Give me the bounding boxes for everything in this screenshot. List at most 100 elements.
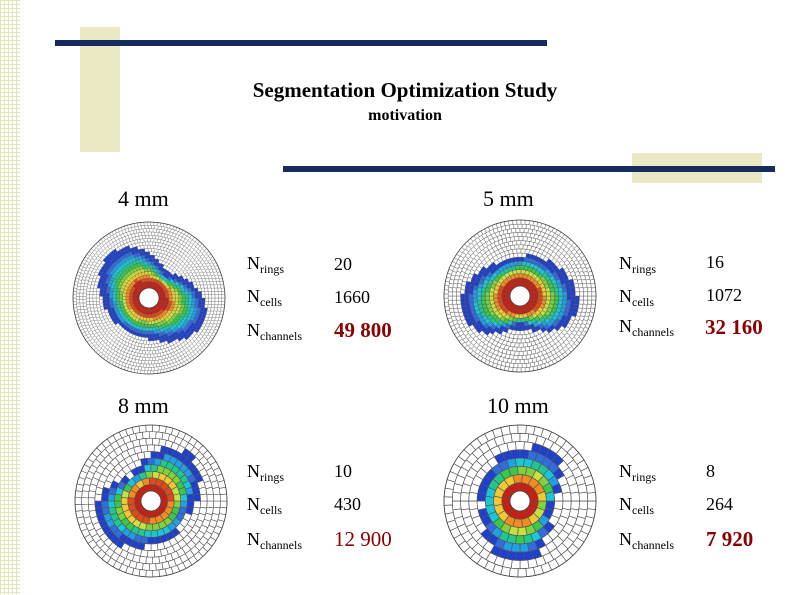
disc-cell bbox=[147, 536, 155, 545]
disc-cell bbox=[522, 350, 528, 356]
disc-cell bbox=[149, 228, 154, 233]
disc-cell bbox=[587, 287, 592, 293]
disc-cell bbox=[148, 241, 153, 246]
disc-cell bbox=[554, 291, 560, 297]
disc-cell bbox=[558, 295, 564, 301]
disc-cell bbox=[541, 291, 547, 297]
disc-cell bbox=[181, 294, 186, 299]
disc-cell bbox=[497, 293, 503, 299]
disc-cell bbox=[517, 326, 523, 331]
disc-cell bbox=[211, 291, 216, 295]
disc-cell bbox=[151, 225, 156, 229]
disc-cell bbox=[99, 292, 104, 297]
disc-cell bbox=[519, 559, 530, 570]
disc-cell bbox=[513, 363, 519, 369]
disc-cell bbox=[452, 295, 457, 301]
disc-cell bbox=[151, 248, 156, 253]
disc-cell bbox=[513, 354, 519, 360]
disc-cell bbox=[145, 569, 154, 578]
disc-cell bbox=[144, 225, 149, 229]
disc-cell bbox=[525, 567, 536, 578]
disc-cell bbox=[194, 301, 199, 305]
disc-cell bbox=[214, 291, 219, 295]
disc-cell bbox=[141, 225, 146, 230]
disc-cell bbox=[204, 301, 209, 305]
disc-cell bbox=[145, 556, 154, 565]
disc-cell bbox=[516, 248, 522, 254]
disc-cell bbox=[553, 491, 564, 502]
value-channels-5mm: 32 160 bbox=[705, 315, 763, 339]
disc-cell bbox=[147, 271, 152, 276]
disc-cell bbox=[145, 241, 150, 246]
disc-cell bbox=[199, 500, 208, 509]
disc-cell bbox=[591, 295, 597, 301]
disc-cell bbox=[128, 296, 133, 300]
disc-cell bbox=[522, 236, 528, 242]
label-n-cells: Ncells bbox=[619, 494, 654, 517]
disc-cell bbox=[102, 296, 107, 300]
disc-cell bbox=[152, 241, 156, 246]
disc-cell bbox=[451, 500, 462, 511]
disc-cell bbox=[578, 500, 589, 511]
disc-cell bbox=[148, 360, 152, 365]
disc-cell bbox=[480, 295, 486, 301]
disc-cell bbox=[456, 295, 461, 301]
disc-cell bbox=[452, 287, 458, 293]
disc-cell bbox=[468, 289, 474, 295]
disc-cell bbox=[86, 297, 90, 302]
disc-cell bbox=[591, 291, 597, 297]
disc-cell bbox=[147, 268, 151, 272]
disc-cell bbox=[147, 354, 151, 358]
disc-cell bbox=[521, 223, 527, 229]
disc-cell bbox=[147, 248, 152, 252]
disc-cell bbox=[537, 291, 543, 297]
disc-cell bbox=[518, 244, 524, 250]
disc-cell bbox=[520, 338, 526, 344]
disc-cell bbox=[208, 294, 212, 299]
disc-cell bbox=[208, 297, 212, 302]
disc-cell bbox=[142, 356, 146, 361]
disc-cell bbox=[92, 291, 97, 295]
disc-cell bbox=[520, 346, 526, 352]
disc-cell bbox=[145, 258, 150, 262]
disc-cell bbox=[485, 291, 490, 297]
disc-cell bbox=[512, 367, 518, 373]
disc-cell bbox=[93, 304, 98, 309]
disc-cell bbox=[87, 497, 96, 505]
disc-cell bbox=[513, 252, 519, 258]
disc-cell bbox=[119, 297, 123, 302]
decor-rule bbox=[283, 166, 775, 172]
disc-cell bbox=[148, 231, 152, 236]
disc-cell bbox=[521, 232, 527, 238]
disc-cell bbox=[89, 304, 94, 309]
disc-cell bbox=[447, 295, 453, 301]
disc-cell bbox=[207, 287, 212, 292]
disc-cell bbox=[89, 301, 94, 305]
disc-cell bbox=[587, 295, 593, 301]
disc-cell bbox=[76, 296, 80, 300]
disc-cell bbox=[79, 292, 84, 297]
disc-cell bbox=[484, 495, 495, 507]
disc-cell bbox=[523, 550, 534, 561]
disc-cell bbox=[147, 221, 151, 226]
disc-cell bbox=[191, 294, 196, 299]
disc-cell bbox=[443, 496, 453, 506]
disc-cell bbox=[95, 297, 100, 302]
disc-cell bbox=[74, 503, 83, 512]
disc-cell bbox=[151, 337, 156, 342]
disc-cell bbox=[218, 294, 222, 299]
disc-cell bbox=[518, 313, 524, 319]
disc-cell bbox=[515, 330, 521, 336]
disc-cell bbox=[141, 258, 146, 263]
disc-cell bbox=[86, 304, 91, 309]
disc-cell bbox=[184, 290, 189, 295]
disc-cell bbox=[79, 289, 84, 294]
label-n-cells: Ncells bbox=[247, 494, 282, 517]
disc-cell bbox=[512, 240, 518, 246]
disc-cell bbox=[510, 559, 521, 570]
disc-cell bbox=[207, 291, 212, 295]
disc-cell bbox=[472, 293, 478, 299]
disc-cell bbox=[147, 225, 152, 229]
disc-cell bbox=[94, 500, 103, 509]
disc-cell bbox=[191, 297, 196, 302]
